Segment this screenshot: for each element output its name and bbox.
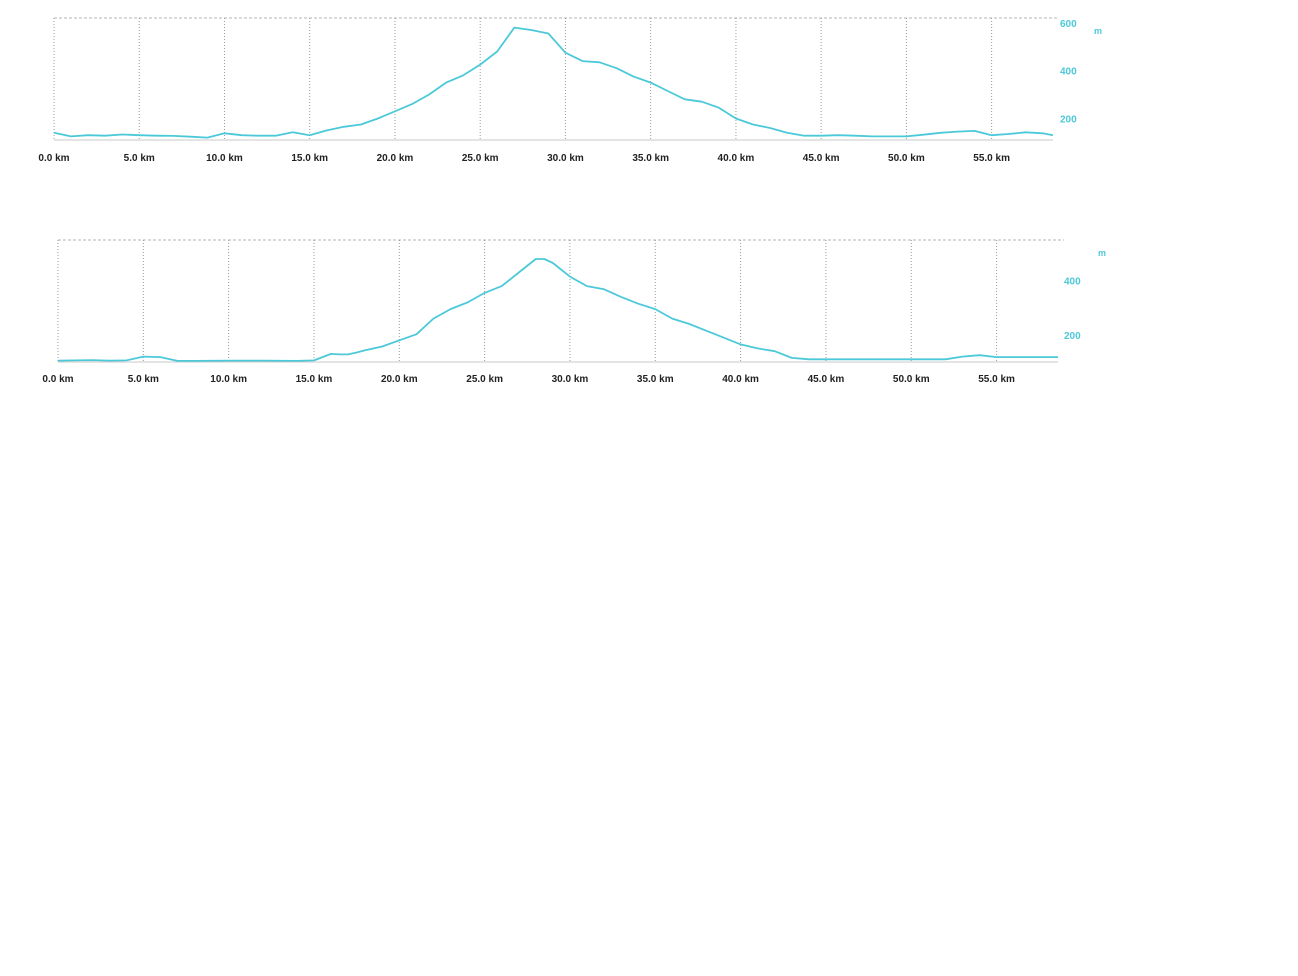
elevation-line [53,26,1054,139]
x-tick-label: 0.0 km [38,153,69,164]
x-tick-label: 35.0 km [632,153,669,164]
x-tick-label: 55.0 km [978,374,1015,385]
y-tick-label: 600 [1060,19,1077,30]
x-tick-label: 15.0 km [291,153,328,164]
x-tick-label: 25.0 km [466,374,503,385]
x-tick-label: 5.0 km [128,374,159,385]
y-tick-label: 200 [1060,114,1077,125]
y-tick-label: 400 [1060,67,1077,78]
y-tick-label: 400 [1064,277,1081,288]
x-tick-label: 40.0 km [718,153,755,164]
x-tick-label: 5.0 km [124,153,155,164]
x-tick-label: 50.0 km [888,153,925,164]
x-tick-label: 10.0 km [210,374,247,385]
x-tick-label: 10.0 km [206,153,243,164]
x-tick-label: 20.0 km [381,374,418,385]
x-tick-label: 15.0 km [296,374,333,385]
x-tick-label: 35.0 km [637,374,674,385]
y-tick-label: 200 [1064,331,1081,342]
x-tick-label: 20.0 km [377,153,414,164]
y-unit-label: m [1098,248,1106,258]
x-tick-label: 45.0 km [803,153,840,164]
x-tick-label: 30.0 km [547,153,584,164]
x-tick-label: 0.0 km [42,374,73,385]
x-tick-label: 25.0 km [462,153,499,164]
x-tick-label: 55.0 km [973,153,1010,164]
x-tick-label: 40.0 km [722,374,759,385]
x-tick-label: 30.0 km [552,374,589,385]
x-tick-label: 45.0 km [808,374,845,385]
chart-svg: 0.0 km 5.0 km 10.0 km 15.0 km 20.0 km 25.0 km… [38,17,1102,164]
elevation-line [57,258,1058,362]
elevation-chart-raw: 0.0 km 5.0 km 10.0 km 15.0 km 20.0 km 25.0 km… [0,0,1298,200]
x-tick-label: 50.0 km [893,374,930,385]
y-unit-label: m [1094,26,1102,36]
elevation-chart-smoothed: 0.0 km 5.0 km 10.0 km 15.0 km 20.0 km 25.0 km… [0,222,1298,422]
chart-svg: 0.0 km 5.0 km 10.0 km 15.0 km 20.0 km 25.0 km… [42,239,1106,385]
